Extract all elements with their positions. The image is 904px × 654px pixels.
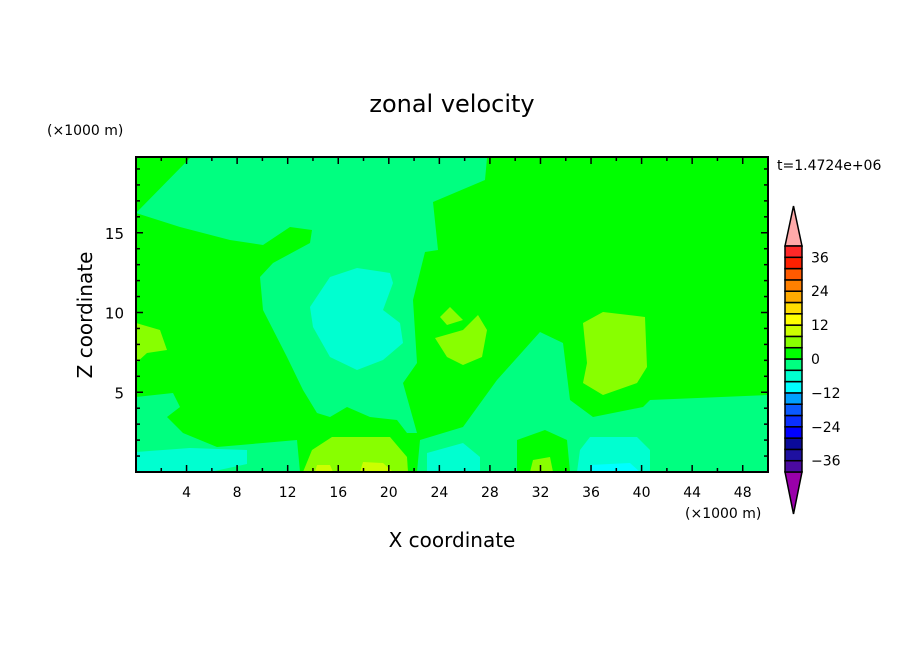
region-neg8-to-neg4-center: [310, 268, 403, 370]
region-neg4-to-0-upper: [136, 158, 487, 433]
colorbar-box: [784, 448, 803, 462]
colorbar-box: [784, 324, 803, 338]
colorbar-box: [784, 279, 803, 292]
colorbar-box: [784, 256, 803, 270]
x-tick-label: 44: [683, 485, 701, 501]
x-tick-label: 48: [734, 485, 752, 501]
region-neg12-to-neg8: [590, 463, 640, 472]
region-4-to-8-mid: [435, 315, 487, 365]
colorbar-label: −12: [811, 386, 841, 402]
chart-title: zonal velocity: [369, 90, 534, 118]
region-neg8-to-neg4-bottom-left: [136, 448, 247, 472]
colorbar-box: [784, 267, 803, 281]
y-axis-label: Z coordinate: [73, 252, 97, 379]
region-4-to-8-bottom-right: [530, 457, 553, 472]
colorbar-under-triangle: [784, 471, 803, 515]
x-tick-labels: 4 8 12 16 20 24 28 32 36 40 44 48: [182, 485, 752, 501]
colorbar-box: [784, 437, 803, 451]
y-unit-label: (×1000 m): [47, 123, 123, 139]
colorbar-over-triangle: [784, 205, 803, 247]
time-label: t=1.4724e+06: [777, 158, 881, 174]
colorbar-box: [784, 290, 803, 304]
region-0-to-4-bottom: [517, 430, 570, 472]
colorbar-box: [784, 346, 803, 360]
colorbar-box: [784, 313, 803, 326]
axis-ticks: [136, 157, 768, 472]
contour-field: [136, 157, 768, 472]
x-tick-label: 16: [329, 485, 347, 501]
region-8-to-12-a: [360, 462, 393, 472]
y-tick-label: 5: [114, 384, 124, 402]
region-8-to-12-b: [315, 465, 333, 472]
region-neg8-to-neg4-bottom-mid: [427, 443, 480, 472]
colorbar-label: 0: [811, 352, 820, 368]
colorbar-box: [784, 426, 803, 439]
colorbar-label: −36: [811, 454, 841, 470]
region-neg8-to-neg4-bottom-right: [577, 437, 650, 472]
x-tick-label: 12: [279, 485, 297, 501]
colorbar-label: −24: [811, 420, 841, 436]
y-tick-label: 10: [105, 305, 124, 323]
x-tick-label: 24: [430, 485, 448, 501]
plot-frame: [135, 156, 769, 473]
x-tick-label: 20: [380, 485, 398, 501]
x-unit-label: (×1000 m): [685, 506, 761, 522]
x-tick-label: 8: [233, 485, 242, 501]
x-tick-label: 32: [532, 485, 550, 501]
colorbar-box: [784, 414, 803, 428]
colorbar: 36 24 12 0 −12 −24 −36: [784, 205, 841, 515]
colorbar-label: 12: [811, 318, 829, 334]
colorbar-box: [784, 403, 803, 417]
colorbar-box: [784, 245, 803, 259]
region-4-to-8-left: [136, 323, 167, 363]
colorbar-box: [784, 392, 803, 405]
colorbar-box: [784, 369, 803, 383]
region-4-to-8-right: [583, 312, 647, 395]
x-axis-label: X coordinate: [389, 528, 516, 552]
x-tick-label: 28: [481, 485, 499, 501]
x-tick-label: 36: [582, 485, 600, 501]
colorbar-label: 36: [811, 250, 829, 266]
colorbar-box: [784, 301, 803, 315]
colorbar-box: [784, 335, 803, 349]
y-tick-label: 15: [105, 225, 124, 243]
region-neg4-to-0-right: [417, 332, 768, 472]
colorbar-box: [784, 380, 803, 394]
colorbar-label: 24: [811, 284, 829, 300]
x-tick-label: 40: [633, 485, 651, 501]
x-tick-label: 4: [182, 485, 191, 501]
colorbar-box: [784, 459, 803, 473]
y-tick-labels: 5 10 15: [105, 225, 124, 402]
region-4-to-8-small: [440, 307, 463, 325]
colorbar-box: [784, 358, 803, 372]
